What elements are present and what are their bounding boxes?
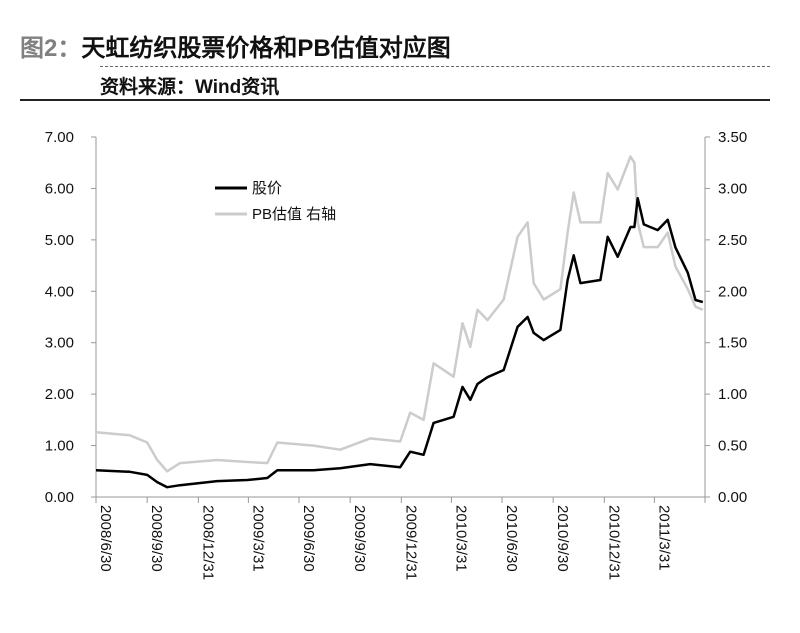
x-tick-label: 2009/3/31 xyxy=(249,505,266,572)
x-tick-label: 2009/6/30 xyxy=(300,505,317,572)
left-tick-label: 1.00 xyxy=(45,438,74,455)
right-tick-label: 0.50 xyxy=(718,438,747,455)
right-tick-label: 1.50 xyxy=(718,335,747,352)
right-tick-label: 2.00 xyxy=(718,283,747,300)
x-tick-label: 2009/12/31 xyxy=(402,505,419,580)
chart-title: 天虹纺织股票价格和PB估值对应图 xyxy=(81,35,451,62)
series-line-price xyxy=(95,196,704,489)
right-tick-label: 2.50 xyxy=(718,232,747,249)
left-tick-label: 6.00 xyxy=(45,180,74,197)
dashed-divider xyxy=(100,66,770,67)
x-tick-label: 2010/9/30 xyxy=(554,505,571,572)
x-tick-label: 2009/9/30 xyxy=(351,505,368,572)
x-tick-label: 2010/12/31 xyxy=(605,505,622,580)
source-note: 资料来源：Wind资讯 xyxy=(100,77,280,98)
right-tick-label: 0.00 xyxy=(718,489,747,506)
x-tick-label: 2011/3/31 xyxy=(655,505,672,571)
x-tick-label: 2008/9/30 xyxy=(148,505,165,572)
right-tick-label: 3.50 xyxy=(718,129,747,146)
figure-number: 图2： xyxy=(20,35,82,62)
left-tick-label: 2.00 xyxy=(45,386,74,403)
left-tick-label: 0.00 xyxy=(45,489,74,506)
figure-title: 图2：天虹纺织股票价格和PB估值对应图 xyxy=(20,28,451,63)
left-tick-label: 4.00 xyxy=(45,283,74,300)
x-tick-label: 2008/12/31 xyxy=(199,505,216,580)
x-tick-label: 2010/6/30 xyxy=(503,505,520,572)
legend-label-pb: PB估值 右轴 xyxy=(252,206,336,223)
series-line-pb xyxy=(95,155,704,473)
left-tick-label: 5.00 xyxy=(45,232,74,249)
legend-label-price: 股价 xyxy=(252,180,282,197)
x-tick-label: 2008/6/30 xyxy=(97,505,114,572)
right-tick-label: 1.00 xyxy=(718,386,747,403)
left-tick-label: 3.00 xyxy=(45,335,74,352)
x-tick-label: 2010/3/31 xyxy=(452,505,469,572)
header-rule xyxy=(20,99,770,101)
right-tick-label: 3.00 xyxy=(718,180,747,197)
left-tick-label: 7.00 xyxy=(45,129,74,146)
